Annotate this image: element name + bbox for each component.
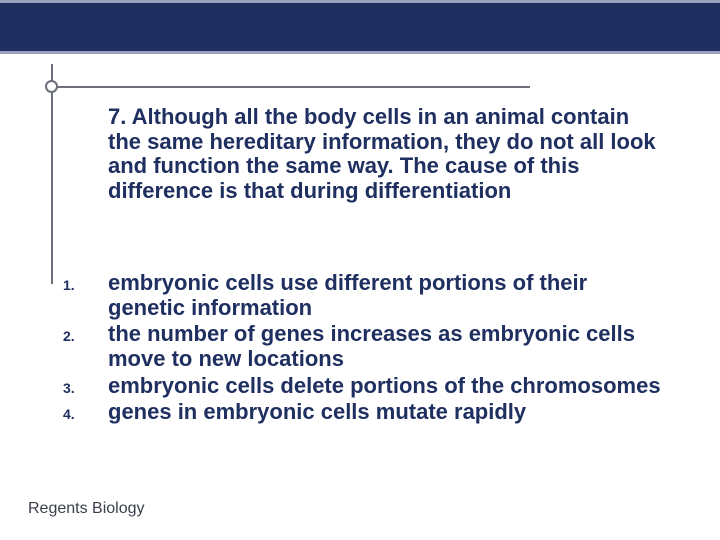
option-row: 3. embryonic cells delete portions of th…	[63, 374, 661, 399]
option-text: genes in embryonic cells mutate rapidly	[108, 400, 661, 425]
option-row: 4. genes in embryonic cells mutate rapid…	[63, 400, 661, 425]
footer-text: Regents Biology	[28, 500, 145, 518]
option-row: 1. embryonic cells use different portion…	[63, 271, 661, 320]
header-band	[0, 0, 720, 54]
cross-horizontal-line	[52, 86, 530, 88]
cross-vertical-line	[51, 64, 53, 284]
option-text: the number of genes increases as embryon…	[108, 322, 661, 371]
option-text: embryonic cells delete portions of the c…	[108, 374, 661, 399]
question-text: 7. Although all the body cells in an ani…	[108, 105, 660, 204]
option-number: 2.	[63, 322, 108, 344]
option-number: 4.	[63, 400, 108, 422]
option-number: 3.	[63, 374, 108, 396]
option-row: 2. the number of genes increases as embr…	[63, 322, 661, 371]
option-text: embryonic cells use different portions o…	[108, 271, 661, 320]
option-number: 1.	[63, 271, 108, 293]
cross-ornament	[36, 60, 536, 104]
options-list: 1. embryonic cells use different portion…	[63, 271, 661, 427]
cross-circle-icon	[45, 80, 58, 93]
